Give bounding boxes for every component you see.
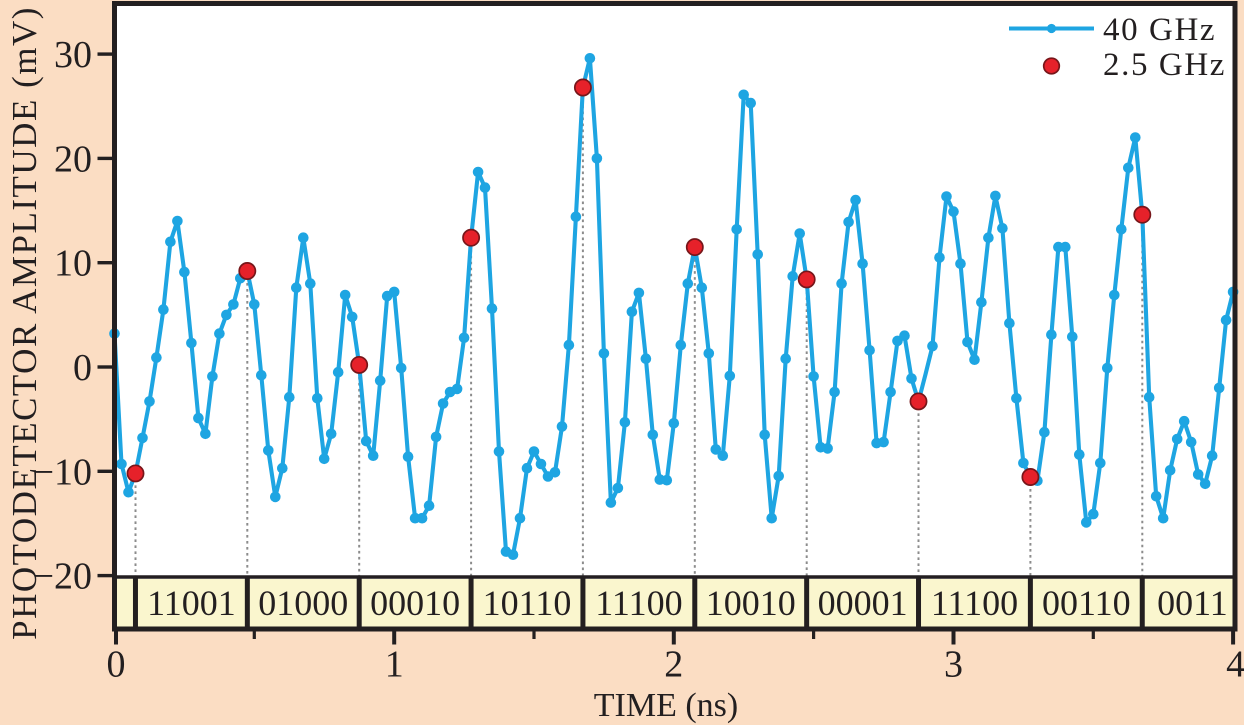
svg-text:11100: 11100 bbox=[595, 583, 682, 623]
svg-text:20: 20 bbox=[54, 138, 92, 180]
svg-text:4: 4 bbox=[1226, 644, 1244, 686]
svg-text:0: 0 bbox=[107, 644, 126, 686]
svg-text:2.5 GHz: 2.5 GHz bbox=[1103, 47, 1226, 83]
svg-text:3: 3 bbox=[944, 644, 963, 686]
svg-text:40 GHz: 40 GHz bbox=[1103, 12, 1216, 48]
svg-text:10: 10 bbox=[54, 243, 92, 285]
svg-text:11100: 11100 bbox=[931, 583, 1018, 623]
svg-text:01000: 01000 bbox=[258, 583, 348, 623]
svg-text:00110: 00110 bbox=[1042, 583, 1131, 623]
svg-text:−10: −10 bbox=[33, 451, 92, 493]
svg-text:PHOTODETECTOR AMPLITUDE (mV): PHOTODETECTOR AMPLITUDE (mV) bbox=[5, 6, 44, 640]
svg-text:1: 1 bbox=[385, 644, 404, 686]
svg-text:11001: 11001 bbox=[147, 583, 236, 623]
svg-text:00001: 00001 bbox=[818, 583, 908, 623]
svg-text:00010: 00010 bbox=[370, 583, 460, 623]
svg-text:0011: 0011 bbox=[1157, 583, 1228, 623]
svg-text:30: 30 bbox=[54, 34, 92, 76]
svg-text:0: 0 bbox=[73, 347, 92, 389]
svg-text:−20: −20 bbox=[33, 556, 92, 598]
svg-text:10110: 10110 bbox=[483, 583, 572, 623]
svg-text:10010: 10010 bbox=[706, 583, 796, 623]
svg-text:TIME (ns): TIME (ns) bbox=[594, 687, 738, 724]
svg-text:2: 2 bbox=[664, 644, 683, 686]
